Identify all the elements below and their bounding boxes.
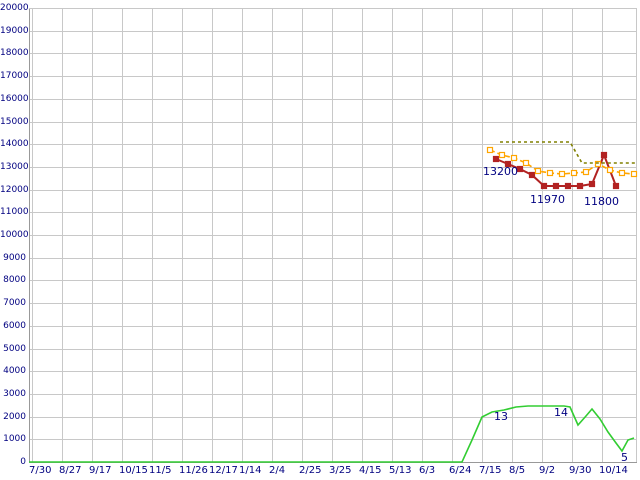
y-axis-tick-label: 8000 — [3, 275, 26, 285]
series-marker-price-upper-dashed — [582, 168, 590, 176]
y-axis-tick-label: 2000 — [3, 412, 26, 422]
series-marker-price-main — [504, 160, 512, 168]
y-axis-tick-label: 3000 — [3, 389, 26, 399]
y-axis-tick-label: 16000 — [0, 94, 29, 104]
series-marker-price-upper-dashed — [522, 159, 530, 167]
y-axis-tick-label: 15000 — [0, 117, 29, 127]
series-marker-price-main — [576, 182, 584, 190]
y-axis-tick-label: 0 — [20, 457, 26, 467]
x-axis-tick-label: 11/5 — [149, 465, 172, 476]
x-axis-tick-label: 7/30 — [29, 465, 52, 476]
series-marker-price-upper-dashed — [594, 160, 602, 168]
series-marker-price-upper-dashed — [606, 166, 614, 174]
series-marker-price-main — [588, 180, 596, 188]
series-marker-price-upper-dashed — [486, 146, 494, 154]
data-annotation-label: 14 — [554, 406, 568, 419]
x-axis-tick-label: 2/25 — [299, 465, 322, 476]
y-axis-tick-label: 13000 — [0, 162, 29, 172]
y-axis-tick-label: 7000 — [3, 298, 26, 308]
series-marker-price-upper-dashed — [630, 170, 638, 178]
x-axis-tick-label: 4/15 — [359, 465, 382, 476]
series-line-volume — [29, 405, 635, 463]
series-marker-price-upper-dashed — [570, 169, 578, 177]
series-marker-price-main — [492, 155, 500, 163]
series-marker-price-upper-dashed — [498, 151, 506, 159]
y-axis-tick-label: 1000 — [3, 434, 26, 444]
series-marker-price-main — [552, 182, 560, 190]
series-marker-price-main — [612, 182, 620, 190]
series-marker-price-main — [600, 151, 608, 159]
series-marker-price-main — [528, 171, 536, 179]
data-annotation-label: 11970 — [530, 193, 565, 206]
x-axis-tick-label: 3/25 — [329, 465, 352, 476]
data-annotation-label: 13 — [494, 410, 508, 423]
x-axis-tick-label: 11/26 — [179, 465, 208, 476]
x-axis-tick-label: 7/15 — [479, 465, 502, 476]
series-marker-price-upper-dashed — [534, 167, 542, 175]
series-marker-price-upper-dashed — [618, 169, 626, 177]
x-axis-tick-label: 1/14 — [239, 465, 262, 476]
series-marker-price-upper-dashed — [558, 170, 566, 178]
x-axis-tick-label: 9/30 — [569, 465, 592, 476]
y-axis-tick-label: 20000 — [0, 3, 29, 13]
y-axis-tick-label: 12000 — [0, 185, 29, 195]
series-line-price-upper-dotted — [500, 141, 637, 164]
x-axis-tick-label: 6/3 — [419, 465, 436, 476]
series-marker-price-main — [564, 182, 572, 190]
data-annotation-label: 5 — [621, 451, 628, 464]
x-axis-tick-label: 12/17 — [209, 465, 238, 476]
series-marker-price-upper-dashed — [546, 169, 554, 177]
x-axis-tick-label: 6/24 — [449, 465, 472, 476]
y-axis-tick-label: 18000 — [0, 48, 29, 58]
y-axis-tick-label: 9000 — [3, 253, 26, 263]
y-axis-tick-label: 10000 — [0, 230, 29, 240]
y-axis-tick-label: 6000 — [3, 321, 26, 331]
x-axis-tick-label: 10/15 — [119, 465, 148, 476]
y-axis-tick-label: 14000 — [0, 139, 29, 149]
y-axis-tick-label: 17000 — [0, 71, 29, 81]
x-axis-tick-label: 8/27 — [59, 465, 82, 476]
x-axis-tick-label: 9/17 — [89, 465, 112, 476]
x-axis-tick-label: 10/14 — [599, 465, 628, 476]
data-annotation-label: 11800 — [584, 195, 619, 208]
y-axis-tick-label: 11000 — [0, 207, 29, 217]
y-axis-tick-label: 19000 — [0, 26, 29, 36]
x-axis-tick-label: 5/13 — [389, 465, 412, 476]
x-axis-tick-label: 2/4 — [269, 465, 286, 476]
x-axis-tick-label: 9/2 — [539, 465, 556, 476]
series-marker-price-main — [516, 165, 524, 173]
y-axis-tick-label: 4000 — [3, 366, 26, 376]
x-axis-tick-label: 8/5 — [509, 465, 526, 476]
series-marker-price-upper-dashed — [510, 154, 518, 162]
series-marker-price-main — [540, 182, 548, 190]
data-annotation-label: 13200 — [483, 165, 518, 178]
y-axis-tick-label: 5000 — [3, 344, 26, 354]
